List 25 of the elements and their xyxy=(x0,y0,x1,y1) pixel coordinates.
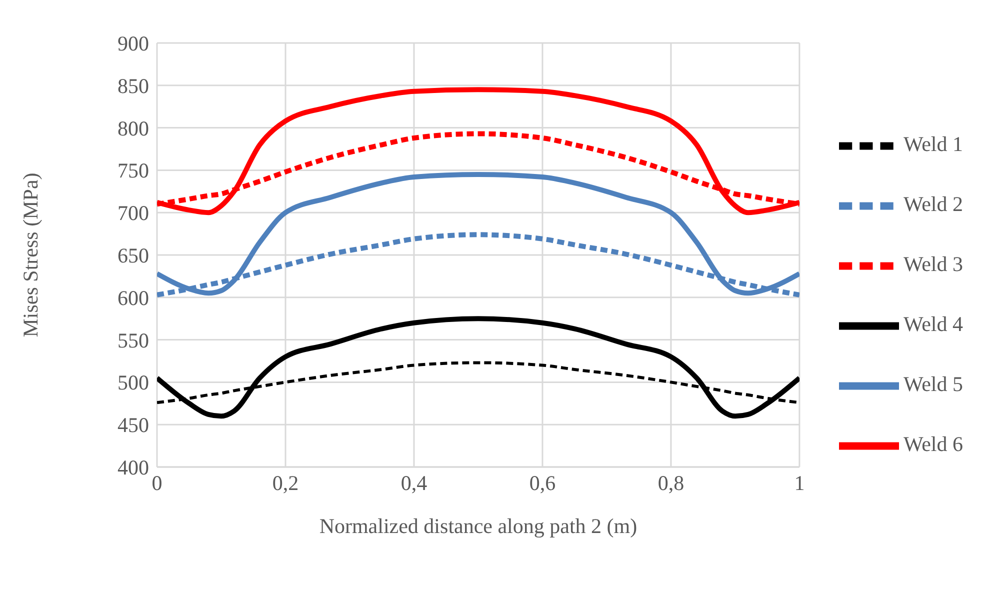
legend-label: Weld 6 xyxy=(903,431,963,456)
x-tick-label: 0,4 xyxy=(400,470,428,495)
y-tick-label: 550 xyxy=(118,328,149,352)
legend-label: Weld 3 xyxy=(903,251,963,276)
y-axis-title: Mises Stress (MPa) xyxy=(18,172,42,338)
y-tick-label: 750 xyxy=(118,158,149,183)
x-axis-title: Normalized distance along path 2 (m) xyxy=(319,514,638,538)
y-tick-label: 500 xyxy=(118,370,149,395)
y-tick-label: 650 xyxy=(118,243,149,268)
x-tick-label: 1 xyxy=(794,470,805,495)
y-tick-label: 600 xyxy=(118,286,149,310)
x-tick-label: 0,8 xyxy=(658,470,684,495)
legend-label: Weld 2 xyxy=(903,191,963,216)
x-tick-label: 0,2 xyxy=(272,470,299,495)
y-tick-label: 400 xyxy=(118,455,149,480)
legend-label: Weld 4 xyxy=(903,311,963,336)
x-tick-label: 0,6 xyxy=(529,470,556,495)
y-tick-label: 900 xyxy=(118,31,149,56)
y-tick-label: 450 xyxy=(118,413,149,438)
y-tick-label: 850 xyxy=(118,74,149,98)
x-tick-label: 0 xyxy=(152,470,162,495)
y-tick-label: 700 xyxy=(118,201,149,226)
legend-label: Weld 1 xyxy=(903,131,963,156)
y-tick-label: 800 xyxy=(118,116,149,140)
legend-label: Weld 5 xyxy=(903,371,963,396)
